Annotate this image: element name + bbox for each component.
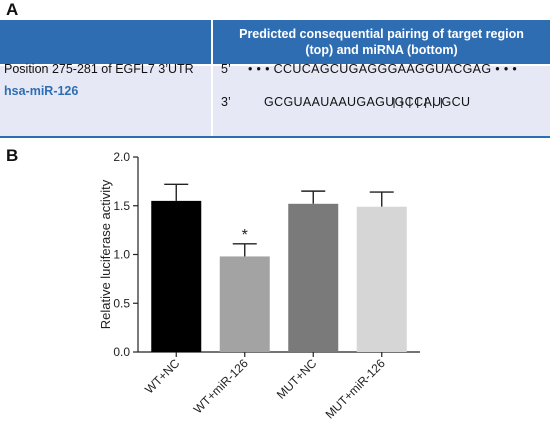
table-header-text: Predicted consequential pairing of targe… <box>239 27 524 57</box>
y-tick-label: 1.0 <box>113 248 130 262</box>
bar <box>288 203 339 352</box>
y-tick-label: 1.5 <box>113 199 130 213</box>
bar <box>219 256 270 352</box>
significance-asterisk: * <box>242 227 248 244</box>
y-tick-label: 0.0 <box>113 345 130 359</box>
x-tick-label: WT+NC <box>142 356 183 397</box>
table-header-left <box>0 20 211 64</box>
y-tick-label: 0.5 <box>113 296 130 310</box>
panel-a-label: A <box>6 0 19 19</box>
mirna-sequence: GCGUAAUAAUGAGUGCCAUGCU <box>264 95 471 109</box>
table-header-right: Predicted consequential pairing of targe… <box>213 20 550 64</box>
x-tick-label: WT+miR-126 <box>191 356 251 416</box>
target-sequence: • • • CCUCAGCUGAGGGAAGGUACGAG • • • <box>248 62 518 76</box>
bar <box>151 200 202 352</box>
table-bottom-rule <box>0 136 550 138</box>
bar <box>356 206 407 352</box>
pairing-table: Predicted consequential pairing of targe… <box>0 20 550 140</box>
table-body-left <box>0 66 211 136</box>
panel-b-label: B <box>6 146 19 165</box>
mirna-name: hsa-miR-126 <box>4 84 79 98</box>
x-tick-label: MUT+NC <box>274 356 320 402</box>
three-prime-label: 3’ <box>221 95 231 109</box>
y-tick-label: 2.0 <box>113 150 130 164</box>
y-axis-title: Relative luciferase activity <box>98 179 113 329</box>
five-prime-label: 5’ <box>221 62 231 76</box>
table-body-right <box>213 66 550 136</box>
x-tick-label: MUT+miR-126 <box>323 356 389 422</box>
target-position-text: Position 275-281 of EGFL7 3’UTR <box>4 62 194 76</box>
